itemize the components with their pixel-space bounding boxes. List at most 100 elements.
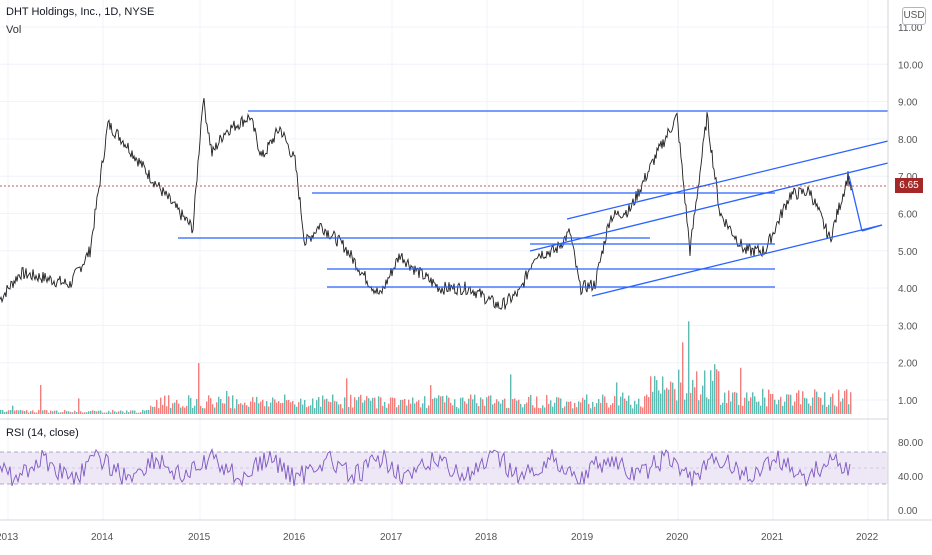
volume-bar: [816, 391, 818, 414]
time-axis[interactable]: 2013 2014 2015 2016 2017 2018 2019 2020 2021 2022: [0, 532, 879, 543]
volume-bar: [556, 397, 558, 414]
chart-grid: [0, 0, 888, 520]
volume-bar: [204, 408, 206, 414]
price-tick-label: 11.00: [898, 23, 923, 34]
volume-bar: [452, 405, 454, 414]
time-tick-label: 2015: [188, 532, 211, 543]
volume-bar: [280, 403, 282, 414]
volume-bar: [76, 411, 78, 414]
volume-bar: [312, 398, 314, 414]
price-axis[interactable]: 11.00 10.00 9.00 8.00 7.00 6.00 5.00 4.00 3.00 2.…: [898, 23, 923, 407]
volume-bar: [658, 390, 660, 414]
volume-bar: [376, 408, 378, 414]
volume-bar: [616, 382, 618, 414]
volume-bar: [754, 396, 756, 414]
volume-bar: [186, 405, 188, 414]
drawing-tools[interactable]: [178, 110, 889, 297]
trend-line[interactable]: [529, 162, 889, 252]
volume-bar: [32, 410, 34, 414]
trend-line[interactable]: [848, 175, 863, 232]
volume-bar: [506, 407, 508, 414]
volume-bar: [806, 398, 808, 414]
volume-bar: [428, 405, 430, 414]
volume-bar: [58, 412, 60, 414]
volume-bar: [314, 408, 316, 414]
volume-bar: [508, 407, 510, 414]
volume-bar: [168, 395, 170, 414]
volume-bar: [494, 403, 496, 414]
volume-bar: [16, 410, 18, 414]
volume-bar: [120, 410, 122, 414]
volume-bar: [322, 395, 324, 414]
volume-bar: [770, 393, 772, 414]
volume-bar: [592, 401, 594, 414]
volume-bar: [826, 406, 828, 414]
volume-bar: [518, 399, 520, 414]
volume-bar: [608, 407, 610, 414]
volume-bar: [618, 405, 620, 414]
volume-bar: [662, 376, 664, 414]
volume-bar: [542, 405, 544, 414]
rsi-label[interactable]: RSI (14, close): [6, 427, 79, 439]
volume-bar: [706, 397, 708, 414]
volume-bar: [142, 409, 144, 414]
volume-bar: [796, 392, 798, 414]
volume-bar: [526, 402, 528, 414]
volume-bar: [422, 403, 424, 414]
volume-bar: [634, 400, 636, 414]
price-tick-label: 1.00: [898, 396, 918, 407]
volume-bar: [562, 408, 564, 414]
volume-bar: [522, 407, 524, 414]
volume-bar: [434, 397, 436, 414]
volume-bar: [78, 398, 80, 414]
volume-bar: [370, 400, 372, 414]
volume-bar: [554, 402, 556, 414]
rsi-axis[interactable]: 80.00 40.00 0.00: [898, 438, 923, 517]
trend-line[interactable]: [591, 224, 883, 297]
volume-bar: [722, 402, 724, 414]
volume-bar: [96, 411, 98, 414]
volume-bar: [252, 397, 254, 414]
volume-bar: [638, 398, 640, 414]
volume-bar: [382, 405, 384, 414]
volume-bar: [162, 404, 164, 414]
volume-bar: [412, 397, 414, 414]
price-tick-label: 8.00: [898, 135, 918, 146]
volume-bar: [512, 399, 514, 414]
volume-bar: [36, 412, 38, 414]
symbol-title[interactable]: DHT Holdings, Inc., 1D, NYSE: [6, 6, 155, 18]
volume-bar: [234, 408, 236, 414]
rsi-series: [0, 447, 851, 488]
volume-bar: [534, 407, 536, 414]
volume-bar: [64, 409, 66, 414]
volume-bar: [822, 404, 824, 414]
volume-bar: [56, 410, 58, 414]
price-tick-label: 3.00: [898, 321, 918, 332]
volume-bar: [50, 410, 52, 414]
volume-label[interactable]: Vol: [6, 24, 22, 36]
volume-bar: [786, 394, 788, 414]
volume-bar: [400, 399, 402, 414]
volume-bar: [250, 401, 252, 414]
volume-bar: [438, 395, 440, 414]
trend-line[interactable]: [861, 224, 883, 232]
trend-line[interactable]: [566, 140, 889, 220]
volume-bar: [496, 399, 498, 414]
volume-bar: [550, 400, 552, 414]
volume-bar: [828, 404, 830, 414]
currency-badge[interactable]: USD: [902, 7, 926, 25]
volume-bar: [536, 396, 538, 414]
time-tick-label: 2022: [856, 532, 879, 543]
volume-bar: [666, 387, 668, 414]
volume-bar: [264, 406, 266, 414]
volume-bar: [94, 410, 96, 414]
volume-bar: [330, 402, 332, 414]
volume-bar: [772, 393, 774, 414]
volume-bar: [700, 394, 702, 414]
volume-bar: [532, 405, 534, 414]
volume-bar: [764, 397, 766, 414]
volume-bar: [414, 403, 416, 414]
volume-bar: [688, 321, 690, 414]
